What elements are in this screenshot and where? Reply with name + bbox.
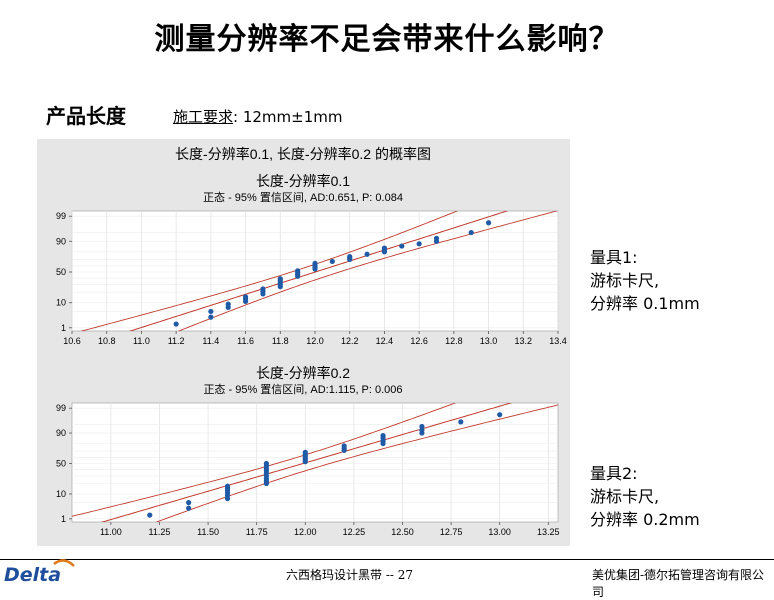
panel-2-plot-area	[71, 402, 559, 523]
panel-1-data-point	[468, 229, 474, 236]
panel-2-xtick-label: 12.25	[343, 527, 366, 537]
panel-1-xtick-label: 11.6	[237, 336, 254, 346]
chart-title: 长度-分辨率0.1, 长度-分辨率0.2 的概率图	[175, 146, 431, 162]
panel-2-ci-lower	[72, 403, 457, 517]
panel-1-xtick-label: 13.2	[515, 336, 533, 346]
panel-2-ci-upper	[155, 404, 558, 522]
panel-1-xtick-label: 10.6	[63, 336, 81, 346]
panel-2-data-point	[224, 483, 231, 489]
panel-1-data-point	[312, 260, 318, 267]
panel-2-data-point	[147, 512, 153, 518]
panel-1-xtick-label: 11.2	[168, 336, 185, 346]
panel-2-xtick-label: 12.00	[294, 527, 317, 537]
panel-1-data-point	[381, 245, 388, 251]
gauge-1-title: 量具1:	[590, 248, 638, 267]
logo-text: Delta	[4, 564, 61, 584]
panel-1-subtitle: 长度-分辨率0.1	[256, 173, 350, 189]
panel-2-xtick-label: 11.25	[149, 527, 171, 537]
panel-1-data-point	[364, 251, 370, 257]
panel-1-data-point	[295, 268, 301, 274]
panel-2-ytick-label: 10	[56, 489, 66, 499]
panel-1-xtick-label: 11.4	[202, 336, 219, 346]
panel-1-data-point	[242, 294, 249, 300]
requirement-value: : 12mm±1mm	[233, 108, 343, 126]
panel-2-ytick-label: 99	[56, 403, 66, 413]
panel-2-xtick-label: 12.75	[440, 527, 463, 537]
panel-1-ytick-label: 1	[61, 323, 66, 333]
panel-1-data-point	[208, 308, 214, 315]
panel-1-xtick-label: 11.0	[133, 336, 150, 346]
requirement-label: 施工要求	[173, 108, 234, 126]
gauge-2-info: 量具2: 游标卡尺, 分辨率 0.2mm	[590, 462, 700, 531]
panel-2-data-point	[186, 505, 192, 511]
gauge-1-info: 量具1: 游标卡尺, 分辨率 0.1mm	[590, 246, 700, 315]
panel-2-xtick-label: 11.00	[100, 527, 122, 537]
panel-2-ytick-label: 90	[56, 428, 66, 438]
panel-1-ytick-label: 90	[56, 236, 66, 246]
panel-2-data-point	[263, 460, 269, 467]
panel-1-data-point	[173, 321, 179, 327]
panel-2-data-point	[380, 432, 386, 439]
panel-2-data-point	[341, 443, 347, 449]
gauge-1-type: 游标卡尺,	[590, 271, 660, 290]
panel-1-xtick-label: 12.4	[376, 336, 394, 346]
panel-2-ytick-label: 50	[56, 459, 66, 469]
panel-1-xtick-label: 13.4	[549, 336, 567, 346]
panel-2-xtick-label: 12.50	[391, 527, 414, 537]
panel-1-data-point	[416, 241, 422, 247]
panel-1-ci-lower	[80, 211, 459, 331]
panel-1-xtick-label: 12.2	[341, 336, 359, 346]
panel-1-note: 正态 - 95% 置信区间, AD:0.651, P: 0.084	[203, 191, 403, 204]
panel-2-data-point	[497, 412, 503, 418]
panel-1-ytick-label: 99	[56, 211, 66, 221]
panel-1-data-point	[347, 253, 353, 260]
panel-2-fit-lines	[72, 403, 558, 522]
panel-1-ytick-label: 10	[56, 298, 66, 308]
panel-1-data-point	[260, 286, 266, 292]
panel-1-data-point	[399, 243, 405, 249]
panel-1-data-point	[225, 301, 231, 307]
panel-1-xtick-label: 11.8	[272, 336, 289, 346]
gauge-2-title: 量具2:	[590, 464, 638, 483]
panel-1-xtick-label: 12.8	[445, 336, 463, 346]
panel-1-fit-line	[128, 211, 509, 331]
panel-2-data-point	[458, 419, 464, 425]
footer-page: 六西格玛设计黑带 -- 27	[286, 568, 414, 582]
panel-2-xtick-label: 13.00	[488, 527, 511, 537]
footer-company: 美优集团-德尔拓管理咨询有限公司	[592, 568, 765, 599]
slide-title: 测量分辨率不足会带来什么影响？	[154, 22, 620, 57]
gauge-2-type: 游标卡尺,	[590, 487, 660, 506]
panel-1-data-point	[277, 276, 283, 282]
panel-2-fit-line	[100, 403, 513, 522]
product-label: 产品长度	[46, 104, 126, 128]
panel-1-xtick-label: 12.0	[306, 336, 324, 346]
panel-2-xtick-label: 13.25	[537, 527, 560, 537]
panel-1-data-point	[208, 314, 214, 320]
panel-1-data-point	[485, 220, 492, 226]
panel-2-data-point	[302, 449, 308, 455]
panel-2-subtitle: 长度-分辨率0.2	[256, 365, 350, 381]
panel-1-xtick-label: 13.0	[480, 336, 498, 346]
gauge-1-resolution: 分辨率 0.1mm	[590, 294, 700, 313]
panel-1-xtick-label: 12.6	[410, 336, 428, 346]
panel-2-note: 正态 - 95% 置信区间, AD:1.115, P: 0.006	[203, 383, 402, 396]
gauge-2-resolution: 分辨率 0.2mm	[590, 510, 700, 529]
requirement: 施工要求: 12mm±1mm	[173, 106, 342, 127]
panel-2-data-point	[419, 423, 425, 430]
probability-plot-frame: 长度-分辨率0.1, 长度-分辨率0.2 的概率图 长度-分辨率0.1 正态 - 9…	[37, 139, 570, 546]
panel-2-xtick-label: 11.75	[246, 527, 268, 537]
panel-2-data-point	[186, 500, 192, 506]
footer-divider	[0, 559, 774, 560]
panel-1-data-point	[433, 235, 440, 241]
delta-logo: Delta	[2, 558, 80, 588]
panel-1-ytick-label: 50	[56, 267, 66, 277]
panel-2-xtick-label: 11.50	[197, 527, 219, 537]
panel-2-ytick-label: 1	[61, 514, 66, 524]
panel-2-data-point	[419, 427, 425, 433]
panel-1-data-point	[329, 258, 335, 265]
panel-1-xtick-label: 10.8	[98, 336, 116, 346]
